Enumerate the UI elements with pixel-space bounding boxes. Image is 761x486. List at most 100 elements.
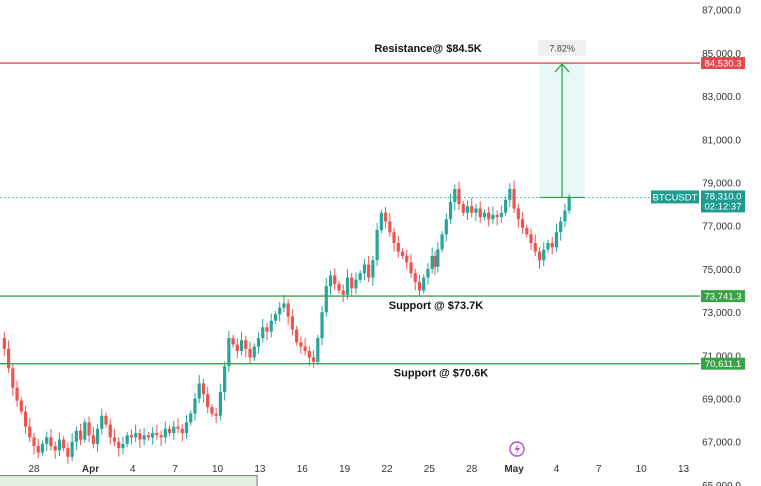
candle-body <box>49 437 53 447</box>
candle-body <box>470 206 474 213</box>
candle-body <box>261 327 265 339</box>
candle-body <box>422 277 426 291</box>
lightning-icon[interactable] <box>509 441 525 457</box>
candle-body <box>337 284 341 291</box>
candle-body <box>167 428 172 434</box>
candle-body <box>87 422 91 436</box>
candle-body <box>396 243 400 252</box>
candle-body <box>537 251 542 261</box>
x-tick-label: 25 <box>424 464 436 475</box>
candle-body <box>40 443 45 453</box>
candle-body <box>379 212 383 231</box>
lightning-bolt-icon <box>514 443 520 455</box>
candle-body <box>19 400 23 412</box>
candle-body <box>142 435 146 440</box>
x-tick-label: 10 <box>212 464 224 475</box>
candle-body <box>57 439 62 451</box>
candle-body <box>193 398 197 414</box>
candle-body <box>206 394 210 408</box>
candle-body <box>214 413 218 416</box>
candle-body <box>388 221 392 233</box>
candle-body <box>383 212 388 222</box>
support-2-price-tag-label: 70,611.1 <box>705 359 741 370</box>
candle-body <box>341 290 345 295</box>
support-1-price-tag-label: 73,741.3 <box>705 292 742 303</box>
candle-body <box>239 340 244 351</box>
support-1-annotation: Support @ $73.7K <box>389 300 484 312</box>
candle-body <box>218 392 222 416</box>
candle-body <box>28 426 32 438</box>
candle-body <box>83 422 87 440</box>
candle-body <box>62 439 66 449</box>
x-tick-label: Apr <box>82 464 99 475</box>
candle-body <box>444 219 448 235</box>
candle-body <box>512 189 516 209</box>
candle-body <box>546 243 550 250</box>
candle-body <box>430 255 434 269</box>
candle-body <box>227 338 231 367</box>
candle-body <box>333 275 337 285</box>
candle-body <box>525 227 529 235</box>
candle-body <box>563 210 567 222</box>
candle-body <box>282 303 286 308</box>
candle-body <box>358 273 362 280</box>
candle-body <box>138 433 142 440</box>
candle-body <box>559 221 563 233</box>
candle-body <box>235 344 239 351</box>
candle-body <box>533 243 537 252</box>
candle-body <box>201 383 206 395</box>
y-tick-label: 79,000.0 <box>702 179 741 190</box>
resistance-price-tag <box>701 57 745 70</box>
candle-body <box>362 264 367 274</box>
measure-arrow-head <box>554 63 570 73</box>
candle-body <box>104 415 108 425</box>
candle-body <box>461 204 465 213</box>
measure-percent-label: 7.82% <box>549 44 575 54</box>
x-tick-label: 16 <box>297 464 309 475</box>
candle-body <box>542 249 546 261</box>
candle-body <box>499 212 503 218</box>
candle-body <box>189 413 193 423</box>
candle-body <box>290 316 294 330</box>
candle-body <box>567 197 571 211</box>
candle-body <box>367 264 371 278</box>
candle-body <box>324 286 328 313</box>
candle-body <box>231 338 235 345</box>
candle-body <box>413 273 417 282</box>
candle-body <box>345 277 350 295</box>
candle-body <box>159 435 163 438</box>
candle-body <box>11 368 15 388</box>
candle-body <box>100 415 104 429</box>
candle-body <box>436 249 440 267</box>
candle-body <box>278 307 282 315</box>
candle-body <box>320 312 324 339</box>
candle-body <box>417 281 422 291</box>
candle-body <box>448 201 453 220</box>
candle-body <box>392 232 396 243</box>
current-price-label: 78,310.0 <box>705 191 742 202</box>
candle-body <box>184 422 189 434</box>
candle-body <box>453 189 457 202</box>
candle-body <box>433 255 437 267</box>
support-2-price-tag <box>701 357 745 370</box>
x-tick-label: 19 <box>339 464 351 475</box>
candle-body <box>554 232 559 248</box>
candle-body <box>210 407 214 414</box>
x-tick-label: 13 <box>254 464 266 475</box>
candle-body <box>286 303 290 317</box>
candle-body <box>78 430 83 440</box>
candle-body <box>550 243 554 248</box>
countdown-label: 02:12:37 <box>705 201 742 212</box>
candle-body <box>426 268 430 278</box>
candle-body <box>256 338 261 347</box>
candle-body <box>70 441 74 457</box>
x-tick-label: 22 <box>381 464 393 475</box>
candle-body <box>508 189 512 200</box>
candle-body <box>134 433 138 438</box>
y-tick-label: 75,000.0 <box>702 265 741 276</box>
candle-body <box>316 338 320 362</box>
candle-body <box>172 426 176 434</box>
resistance-annotation: Resistance@ $84.5K <box>374 43 481 55</box>
x-tick-label: 28 <box>466 464 478 475</box>
